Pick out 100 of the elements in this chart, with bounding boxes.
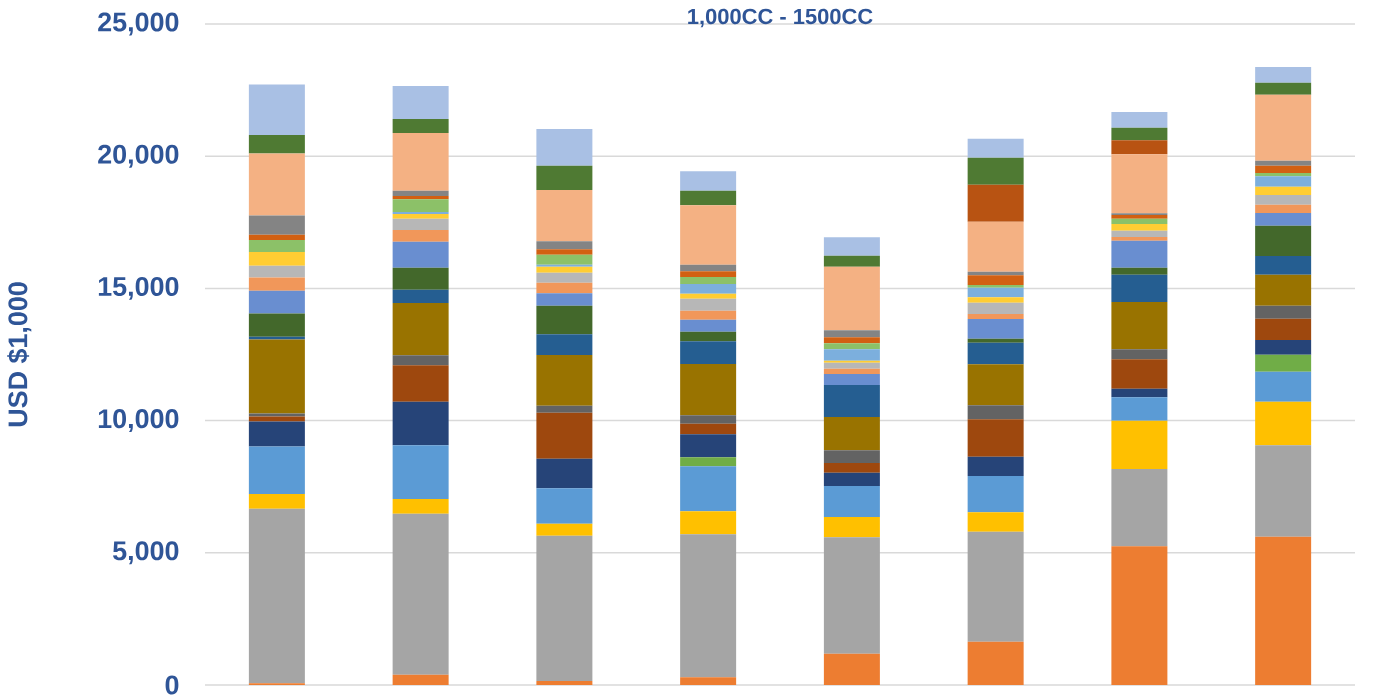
bar [248,240,305,253]
bar [392,133,449,191]
bar [680,331,737,342]
bar [823,362,880,369]
bar [967,476,1024,513]
bar [1255,225,1312,256]
bar [1111,240,1168,268]
bar [248,215,305,235]
bar [680,171,737,191]
bar [967,319,1024,339]
bar [248,135,305,154]
bar [536,129,593,166]
bar [680,190,737,206]
bar [248,494,305,509]
bar [536,305,593,335]
bar [1111,140,1168,155]
bar [967,338,1024,343]
bar [1255,176,1312,187]
bar [1255,94,1312,161]
bar [1111,420,1168,470]
bar [392,355,449,366]
bar [392,303,449,356]
bar [967,221,1024,272]
bar [1111,388,1168,398]
bar [967,456,1024,477]
bar [967,302,1024,315]
bar [823,374,880,386]
bar [1255,204,1312,214]
bar [967,157,1024,185]
bar [1111,469,1168,547]
bar [392,513,449,675]
bar [392,212,449,215]
bar [392,86,449,120]
bar [1111,154,1168,214]
bar [536,488,593,524]
bar [1111,349,1168,360]
bar [1255,274,1312,306]
bar [680,310,737,320]
bar [248,508,305,684]
bar [967,641,1024,685]
bar [1255,173,1312,177]
bar [248,84,305,136]
bar [392,267,449,290]
bar [823,472,880,487]
bar [1111,302,1168,350]
bar [1111,127,1168,141]
bar [392,498,449,514]
bar [823,385,880,417]
bar [536,249,593,255]
bar [248,339,305,414]
bar [1255,195,1312,205]
bar [680,271,737,277]
bar [248,252,305,266]
bar [967,275,1024,286]
bar [823,237,880,256]
bar [1111,230,1168,238]
bar [1111,397,1168,421]
bar [536,241,593,250]
bar [248,265,305,278]
bar [1255,67,1312,83]
bar [823,486,880,517]
bar [1111,237,1168,241]
bar [967,314,1024,320]
bar [1255,82,1312,95]
bar [1111,112,1168,128]
bar [823,337,880,344]
bar [680,341,737,365]
bar [967,138,1024,158]
bar [967,531,1024,642]
bar [823,450,880,464]
bar [1255,445,1312,537]
bar [680,423,737,435]
bar [392,218,449,231]
bar [536,254,593,265]
bar [1255,165,1312,174]
bar [536,165,593,191]
bar [823,517,880,538]
bar [1111,224,1168,231]
bar [680,293,737,299]
bar [536,354,593,406]
bar [536,334,593,355]
bar [392,401,449,446]
bar [967,184,1024,222]
bar [392,445,449,499]
bar [536,272,593,283]
bar [1255,401,1312,446]
bar [536,264,593,267]
bar [823,417,880,451]
bar [1111,215,1168,219]
bar [967,297,1024,303]
y-axis-title: USD $1,000 [7,282,32,427]
bar [823,343,880,350]
bar [823,463,880,473]
bar [1255,160,1312,166]
bar [680,677,737,685]
chart-title: 1,000CC - 1500CC [688,8,873,28]
bar [1111,218,1168,225]
bar [823,255,880,267]
bar [392,119,449,133]
bar [392,365,449,402]
